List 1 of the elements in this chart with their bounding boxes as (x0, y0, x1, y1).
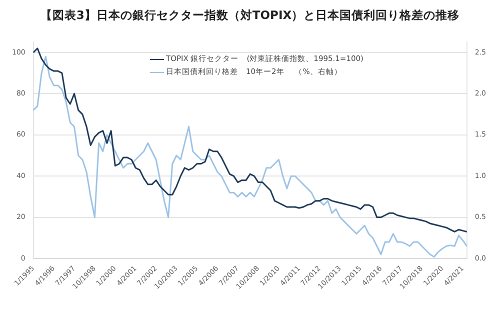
chart-title: 【図表3】日本の銀行セクター指数（対TOPIX）と日本国債利回り格差の推移 (39, 7, 461, 24)
